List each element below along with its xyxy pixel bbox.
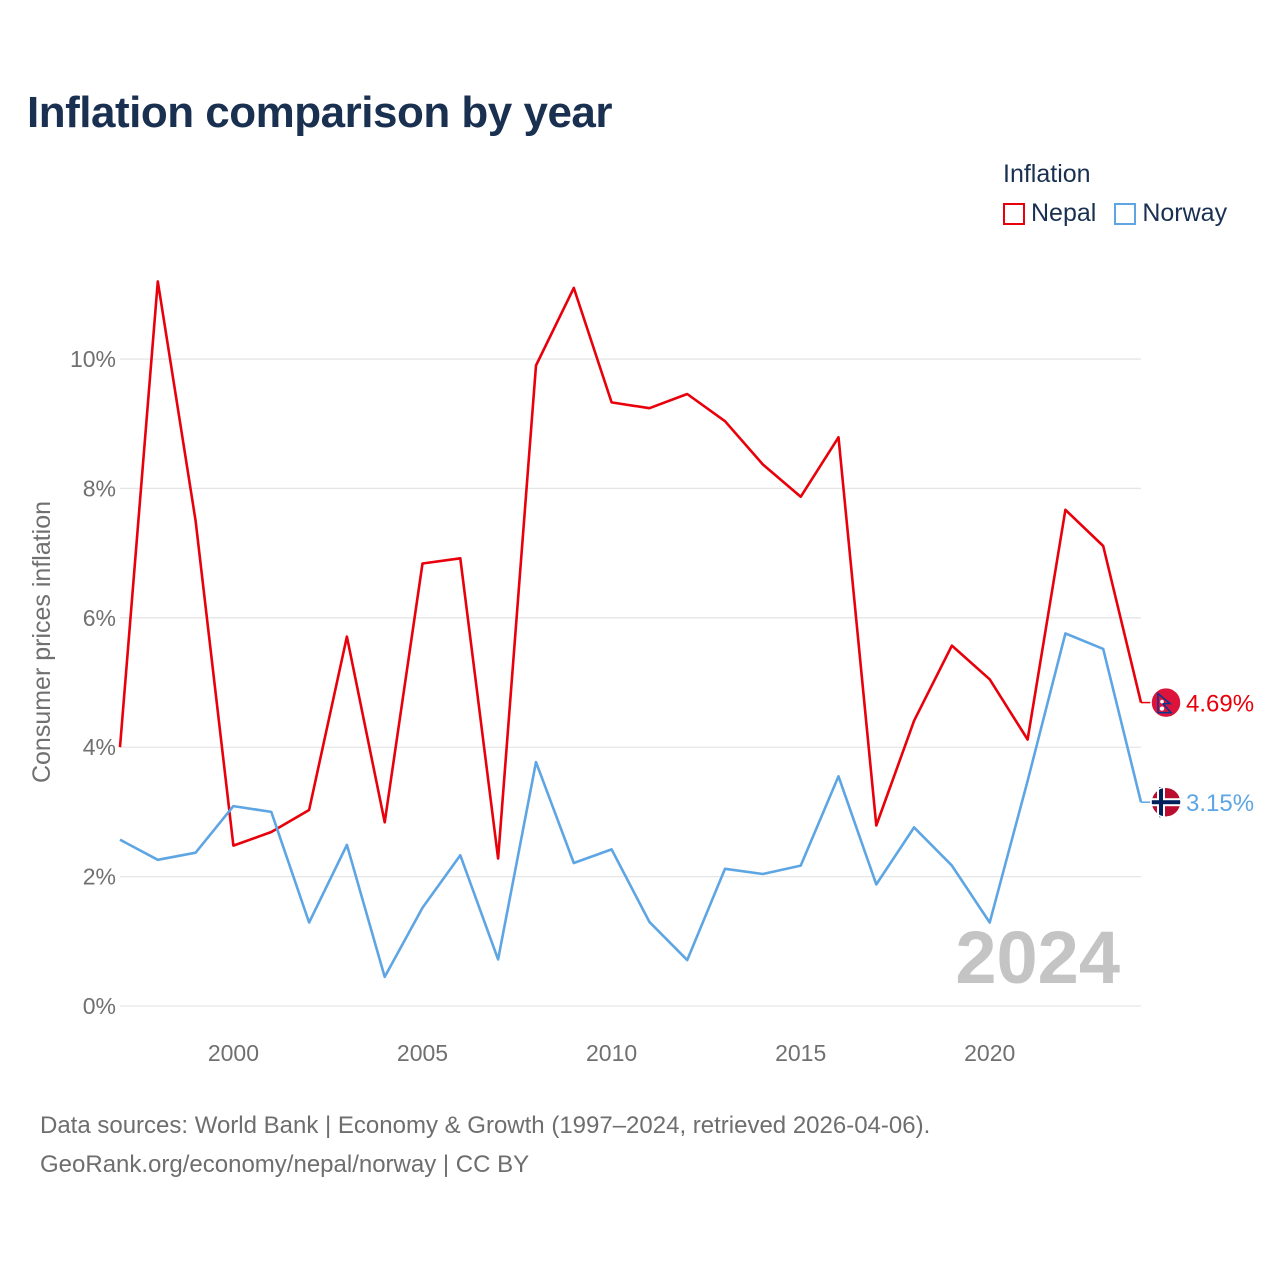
y-tick-label: 10% [70,346,116,372]
year-watermark: 2024 [955,916,1120,999]
series-line-norway[interactable] [119,632,1143,979]
legend-title: Inflation [1003,160,1091,188]
data-source: Data sources: World Bank | Economy & Gro… [40,1106,930,1184]
x-tick-label: 2000 [208,1040,259,1066]
end-label-nepal: 4.69% [1186,691,1254,718]
line-chart: 0%2%4%6%8%10% 2000 2005 2010 2015 2020 2024 … [28,280,1254,1066]
y-tick-label: 0% [83,993,116,1019]
series-line-nepal[interactable] [118,280,1143,860]
chart-title: Inflation comparison by year [27,88,613,137]
y-axis-label: Consumer prices inflation [28,501,56,783]
y-tick-label: 2% [83,864,116,890]
legend-swatch-norway [1114,202,1137,225]
legend-item-nepal[interactable]: Nepal [1003,199,1096,228]
legend-label-norway: Norway [1142,199,1228,227]
y-tick-label: 4% [83,734,116,760]
x-tick-label: 2020 [964,1040,1015,1066]
x-tick-label: 2010 [586,1040,637,1066]
y-tick-label: 6% [83,605,116,631]
legend: Inflation Nepal Norway [1003,160,1227,228]
legend-label-nepal: Nepal [1031,199,1097,227]
legend-item-norway[interactable]: Norway [1114,199,1227,228]
end-label-norway: 3.15% [1186,790,1254,817]
source-line-1: Data sources: World Bank | Economy & Gro… [40,1112,931,1139]
y-tick-label: 8% [83,475,116,501]
x-tick-label: 2015 [775,1040,826,1066]
x-tick-label: 2005 [397,1040,448,1066]
nepal-flag-icon [1150,686,1182,719]
norway-flag-icon [1150,786,1182,818]
legend-swatch-nepal [1003,202,1025,225]
source-line-2: GeoRank.org/economy/nepal/norway | CC BY [40,1151,530,1178]
